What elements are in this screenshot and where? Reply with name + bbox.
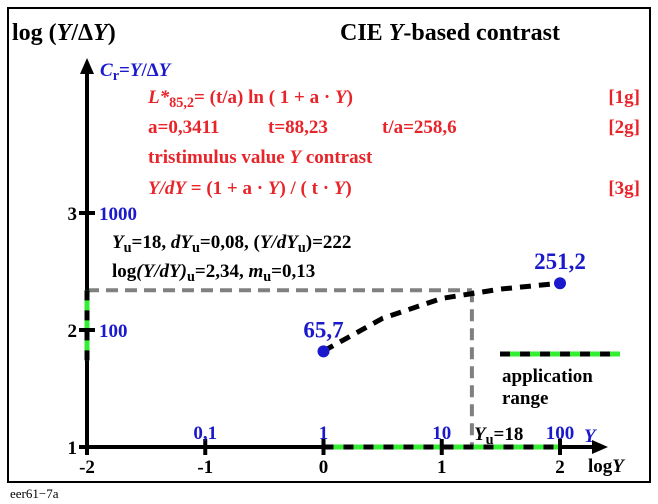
- text-part: L*: [147, 87, 170, 108]
- note: log(Y/dY)u=2,34, mu=0,13: [112, 261, 315, 285]
- text-part: u: [486, 432, 494, 448]
- x-tick-label: 1: [437, 457, 447, 478]
- y2-tick-label: 1000: [99, 204, 137, 225]
- text-part: 85,2: [169, 95, 194, 111]
- note: Yu=18, dYu=0,08, (Y/dYu)=222: [112, 232, 351, 256]
- text-part: Y/dY: [260, 232, 300, 253]
- text-part: Y: [112, 232, 126, 253]
- text-part: Y: [93, 20, 110, 46]
- point-label: 251,2: [534, 249, 586, 274]
- text-part: Y: [389, 20, 406, 46]
- parameter: t=88,23: [268, 117, 328, 138]
- text-part: Y: [268, 178, 282, 199]
- y-arrow: [80, 58, 94, 74]
- formula-tag: [1g]: [608, 87, 640, 108]
- y2-tick-label: 100: [99, 321, 128, 342]
- text-part: r: [113, 68, 120, 84]
- footer: eer61−7a: [10, 486, 59, 501]
- text-part: =0,13: [271, 261, 315, 282]
- formula-tag: [3g]: [608, 178, 640, 199]
- text-part: C: [100, 60, 113, 81]
- formula-tag: [2g]: [608, 117, 640, 138]
- formula: Y/dY = (1 + a · Y) / ( t · Y): [148, 178, 352, 199]
- y-tick-label: 2: [68, 321, 78, 342]
- text-part: tristimulus value: [148, 147, 289, 168]
- x-arrow: [592, 440, 608, 454]
- text-part: /Δ: [70, 20, 93, 46]
- legend-label: range: [502, 388, 548, 409]
- text-part: =18: [494, 424, 524, 445]
- text-part: m: [248, 261, 263, 282]
- text-part: log: [588, 456, 613, 477]
- text-part: Y: [159, 60, 173, 81]
- text-part: ): [347, 87, 353, 108]
- x-tick-label: -2: [79, 457, 95, 478]
- text-part: Y: [289, 147, 303, 168]
- x2-tick-label: 10: [432, 423, 451, 444]
- text-part: Y: [334, 178, 348, 199]
- text-part: Y/dY: [148, 178, 188, 199]
- text-part: u: [263, 269, 271, 285]
- x-tick-label: 0: [319, 457, 329, 478]
- x-tick-label: 2: [555, 457, 565, 478]
- y-tick-label: 1: [68, 438, 78, 459]
- text-part: ) / ( t ·: [279, 178, 333, 199]
- text-part: ): [345, 178, 351, 199]
- text-part: dY: [171, 232, 195, 253]
- text-part: =0,08, (: [200, 232, 260, 253]
- text-part: log: [112, 261, 137, 282]
- x2-tick-label: 1: [319, 423, 329, 444]
- legend-label: application: [502, 366, 593, 387]
- y-label: log (Y/ΔY): [12, 20, 116, 46]
- text-part: = (t/a) ln ( 1 + a ·: [194, 87, 335, 108]
- text-part: u: [192, 240, 200, 256]
- x-label: logY: [588, 456, 626, 477]
- x-tick-label: -1: [197, 457, 213, 478]
- heading: tristimulus value Y contrast: [148, 147, 373, 168]
- y2-label: Cr=Y/ΔY: [100, 60, 173, 84]
- parameter: t/a=258,6: [382, 117, 457, 138]
- text-part: log (: [12, 20, 57, 46]
- x2-tick-label: 100: [546, 423, 575, 444]
- curve: [322, 280, 561, 354]
- text-part: =18,: [132, 232, 171, 253]
- text-part: u: [187, 269, 195, 285]
- text-part: contrast: [301, 147, 373, 168]
- text-part: CIE: [340, 20, 389, 46]
- x-marker: Yu=18: [474, 424, 523, 448]
- text-part: =2,34,: [195, 261, 249, 282]
- x2-tick-label: 0,1: [193, 423, 217, 444]
- frame: [7, 7, 651, 483]
- formula: L*85,2= (t/a) ln ( 1 + a · Y): [147, 87, 353, 111]
- text-part: /Δ: [140, 60, 158, 81]
- text-part: Y: [335, 87, 349, 108]
- text-part: u: [298, 240, 306, 256]
- title: CIE Y-based contrast: [340, 20, 560, 46]
- text-part: )=222: [306, 232, 352, 253]
- y-tick-label: 3: [68, 204, 78, 225]
- text-part: u: [124, 240, 132, 256]
- text-part: -based contrast: [403, 20, 560, 46]
- point-label: 65,7: [303, 317, 343, 342]
- parameter: a=0,3411: [148, 117, 220, 138]
- text-part: Y: [612, 456, 626, 477]
- text-part: ): [108, 20, 116, 46]
- text-part: Y: [57, 20, 74, 46]
- text-part: = (1 + a ·: [186, 178, 268, 199]
- point: [317, 345, 330, 358]
- text-part: Y: [474, 424, 488, 445]
- point: [554, 277, 566, 290]
- text-part: =: [119, 60, 130, 81]
- text-part: Y: [130, 60, 144, 81]
- text-part: (Y/dY): [136, 261, 187, 282]
